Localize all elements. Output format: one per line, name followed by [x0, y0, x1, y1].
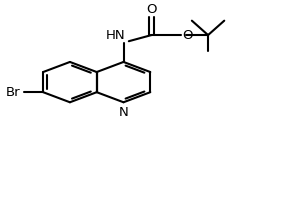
Text: N: N [119, 106, 128, 119]
Text: O: O [182, 29, 192, 42]
Text: HN: HN [105, 29, 125, 42]
Text: O: O [146, 3, 157, 16]
Text: Br: Br [6, 86, 20, 99]
